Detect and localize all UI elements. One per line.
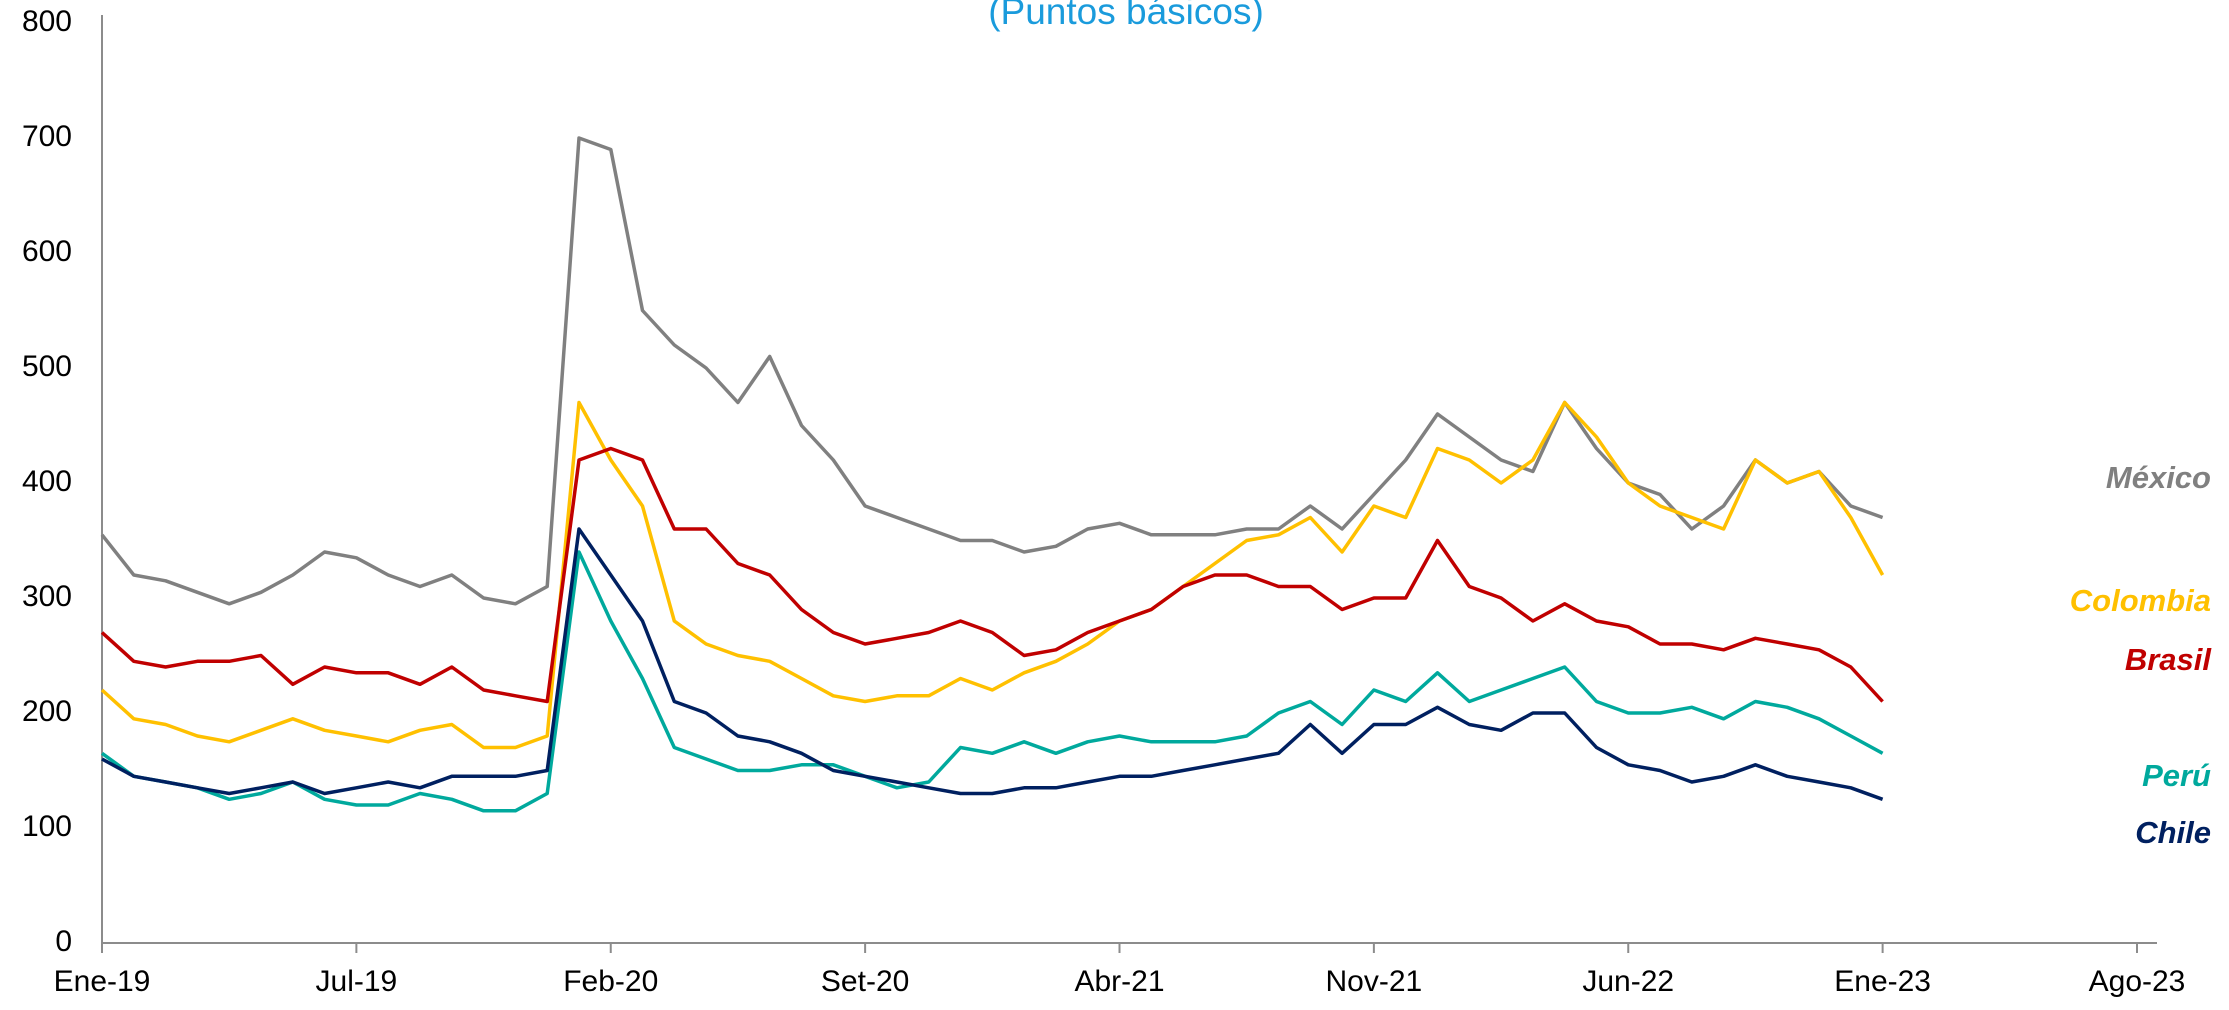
chart-subtitle: (Puntos básicos)	[988, 0, 1264, 32]
y-tick-label: 500	[22, 350, 72, 383]
series-label: México	[2106, 460, 2211, 495]
y-tick-label: 600	[22, 235, 72, 268]
x-tick-label: Jul-19	[316, 965, 398, 998]
series-label: Colombia	[2070, 583, 2211, 618]
x-tick-label: Abr-21	[1074, 965, 1164, 998]
y-tick-label: 200	[22, 695, 72, 728]
x-tick-label: Set-20	[821, 965, 909, 998]
y-tick-label: 800	[22, 5, 72, 38]
y-tick-label: 0	[55, 925, 72, 958]
series-line	[100, 136, 1884, 606]
x-tick-label: Ene-19	[54, 965, 151, 998]
x-tick-label: Feb-20	[563, 965, 658, 998]
series-line	[100, 446, 1884, 704]
y-tick-label: 700	[22, 120, 72, 153]
series-line	[100, 550, 1884, 813]
series-label: Brasil	[2125, 642, 2213, 677]
x-tick-label: Nov-21	[1326, 965, 1423, 998]
x-tick-label: Ago-23	[2089, 965, 2186, 998]
series-line	[101, 527, 1884, 801]
y-tick-label: 300	[22, 580, 72, 613]
y-tick-label: 400	[22, 465, 72, 498]
x-tick-label: Ene-23	[1834, 965, 1931, 998]
series-label: Chile	[2135, 815, 2211, 850]
y-tick-label: 100	[22, 810, 72, 843]
series-label: Perú	[2142, 758, 2211, 793]
series-line	[100, 400, 1885, 750]
x-tick-label: Jun-22	[1582, 965, 1674, 998]
